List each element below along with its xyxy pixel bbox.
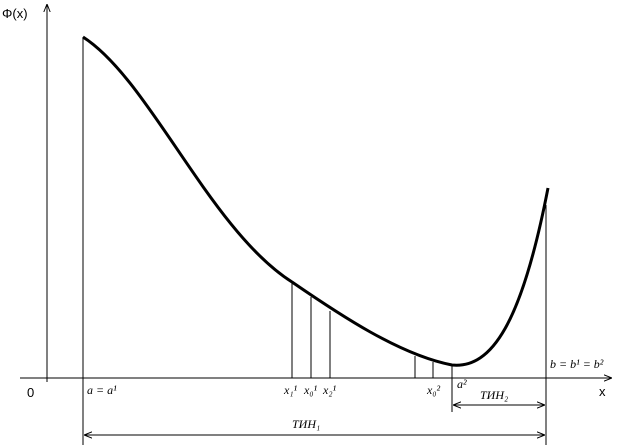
point-label: b = b¹ = b²: [550, 357, 604, 371]
point-label: a²: [457, 377, 467, 391]
interval-label: ТИН₁: [292, 417, 320, 431]
y-axis-label: Φ(x): [2, 6, 28, 21]
x-axis-label: x: [599, 384, 606, 399]
function-curve: [82, 35, 550, 367]
point-label: x₂¹: [322, 383, 336, 397]
interval-label: ТИН₂: [480, 388, 508, 402]
origin-label: 0: [27, 385, 34, 400]
point-label: x₁¹: [283, 383, 297, 397]
point-label: x₀²: [426, 383, 440, 397]
point-label: x₀¹: [303, 383, 317, 397]
point-label: a = a¹: [87, 383, 117, 397]
